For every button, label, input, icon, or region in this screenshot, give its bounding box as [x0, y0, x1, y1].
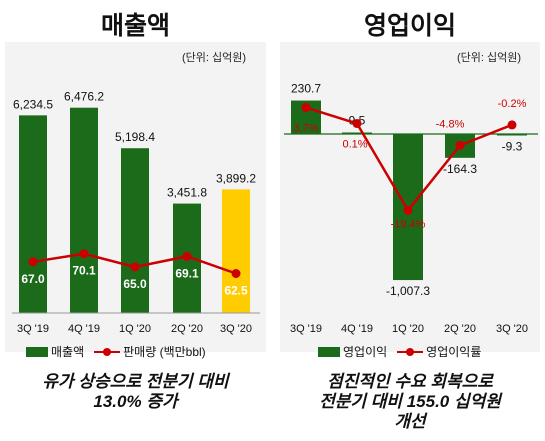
op-profit-x-tick: 1Q '20 [392, 323, 424, 335]
revenue-x-tick: 3Q '20 [220, 323, 252, 335]
revenue-bar-label: 3,451.8 [167, 186, 207, 200]
op-profit-bar-label: -9.3 [502, 140, 523, 154]
volume-point [182, 251, 192, 261]
op-margin-point [352, 119, 362, 129]
op-profit-unit: (단위: 십억원) [457, 52, 522, 64]
revenue-title: 매출액 [100, 12, 170, 40]
revenue-legend-swatch [26, 346, 48, 357]
op-margin-legend-swatch [397, 347, 424, 357]
volume-legend-swatch [94, 347, 121, 357]
op-profit-legend-line-label: 영업이익률 [426, 345, 482, 359]
op-profit-x-tick: 2Q '20 [444, 323, 476, 335]
op-profit-bar [342, 132, 372, 134]
op-profit-x-tick: 3Q '19 [290, 323, 322, 335]
op-margin-label: 3.7% [293, 123, 318, 135]
op-profit-legend: 영업이익 영업이익률 [318, 343, 481, 360]
op-margin-label: -0.2% [498, 98, 527, 110]
op-margin-point [403, 205, 413, 215]
op-profit-bar-label: -1,007.3 [386, 284, 430, 298]
op-margin-label: -19.4% [391, 218, 426, 230]
volume-point [130, 262, 140, 272]
op-profit-caption-line2: 전분기 대비 155.0 십억원 [319, 392, 501, 411]
op-profit-legend-bar-label: 영업이익 [343, 345, 388, 359]
revenue-unit: (단위: 십억원) [182, 52, 247, 64]
op-profit-title: 영업이익 [363, 12, 456, 40]
op-profit-caption-line3: 개선 [394, 412, 426, 431]
revenue-x-tick: 1Q '20 [119, 323, 151, 335]
revenue-bar [70, 107, 98, 313]
revenue-x-tick: 3Q '19 [17, 323, 49, 335]
op-profit-caption: 점진적인 수요 회복으로 전분기 대비 155.0 십억원 개선 [280, 372, 540, 432]
revenue-bar-label: 5,198.4 [115, 130, 155, 144]
volume-label: 62.5 [224, 284, 248, 298]
revenue-bar-label: 6,476.2 [64, 90, 104, 104]
revenue-bar [121, 148, 149, 313]
op-margin-label: 0.1% [342, 139, 367, 151]
volume-label: 69.1 [175, 266, 199, 280]
op-margin-point [455, 140, 465, 150]
volume-point [79, 249, 89, 259]
revenue-caption-line2: 13.0% 증가 [93, 392, 178, 411]
op-margin-label: -4.8% [436, 118, 465, 130]
volume-label: 70.1 [72, 264, 96, 278]
revenue-bar-label: 3,899.2 [216, 171, 256, 185]
revenue-x-tick: 2Q '20 [171, 323, 203, 335]
op-margin-point [301, 103, 311, 113]
revenue-legend-bar-label: 매출액 [51, 345, 85, 359]
op-profit-bar [497, 134, 527, 136]
revenue-legend: 매출액 판매량 (백만bbl) [26, 343, 206, 360]
revenue-legend-line-label: 판매량 (백만bbl) [123, 345, 206, 359]
op-profit-legend-swatch [318, 346, 340, 357]
op-margin-point [507, 120, 517, 130]
revenue-caption: 유가 상승으로 전분기 대비 13.0% 증가 [5, 372, 266, 412]
op-profit-bar-label: 230.7 [291, 82, 321, 96]
op-profit-bar-label: -164.3 [443, 162, 477, 176]
op-profit-caption-line1: 점진적인 수요 회복으로 [327, 372, 493, 391]
revenue-bar-label: 6,234.5 [13, 97, 53, 111]
op-profit-x-tick: 3Q '20 [496, 323, 528, 335]
revenue-bar [19, 115, 47, 313]
op-profit-x-tick: 4Q '19 [341, 323, 373, 335]
revenue-caption-line1: 유가 상승으로 전분기 대비 [42, 372, 229, 391]
volume-label: 65.0 [123, 277, 147, 291]
volume-label: 67.0 [21, 272, 45, 286]
revenue-bar [222, 189, 250, 313]
volume-point [28, 257, 38, 267]
revenue-x-tick: 4Q '19 [68, 323, 100, 335]
volume-point [231, 269, 241, 278]
